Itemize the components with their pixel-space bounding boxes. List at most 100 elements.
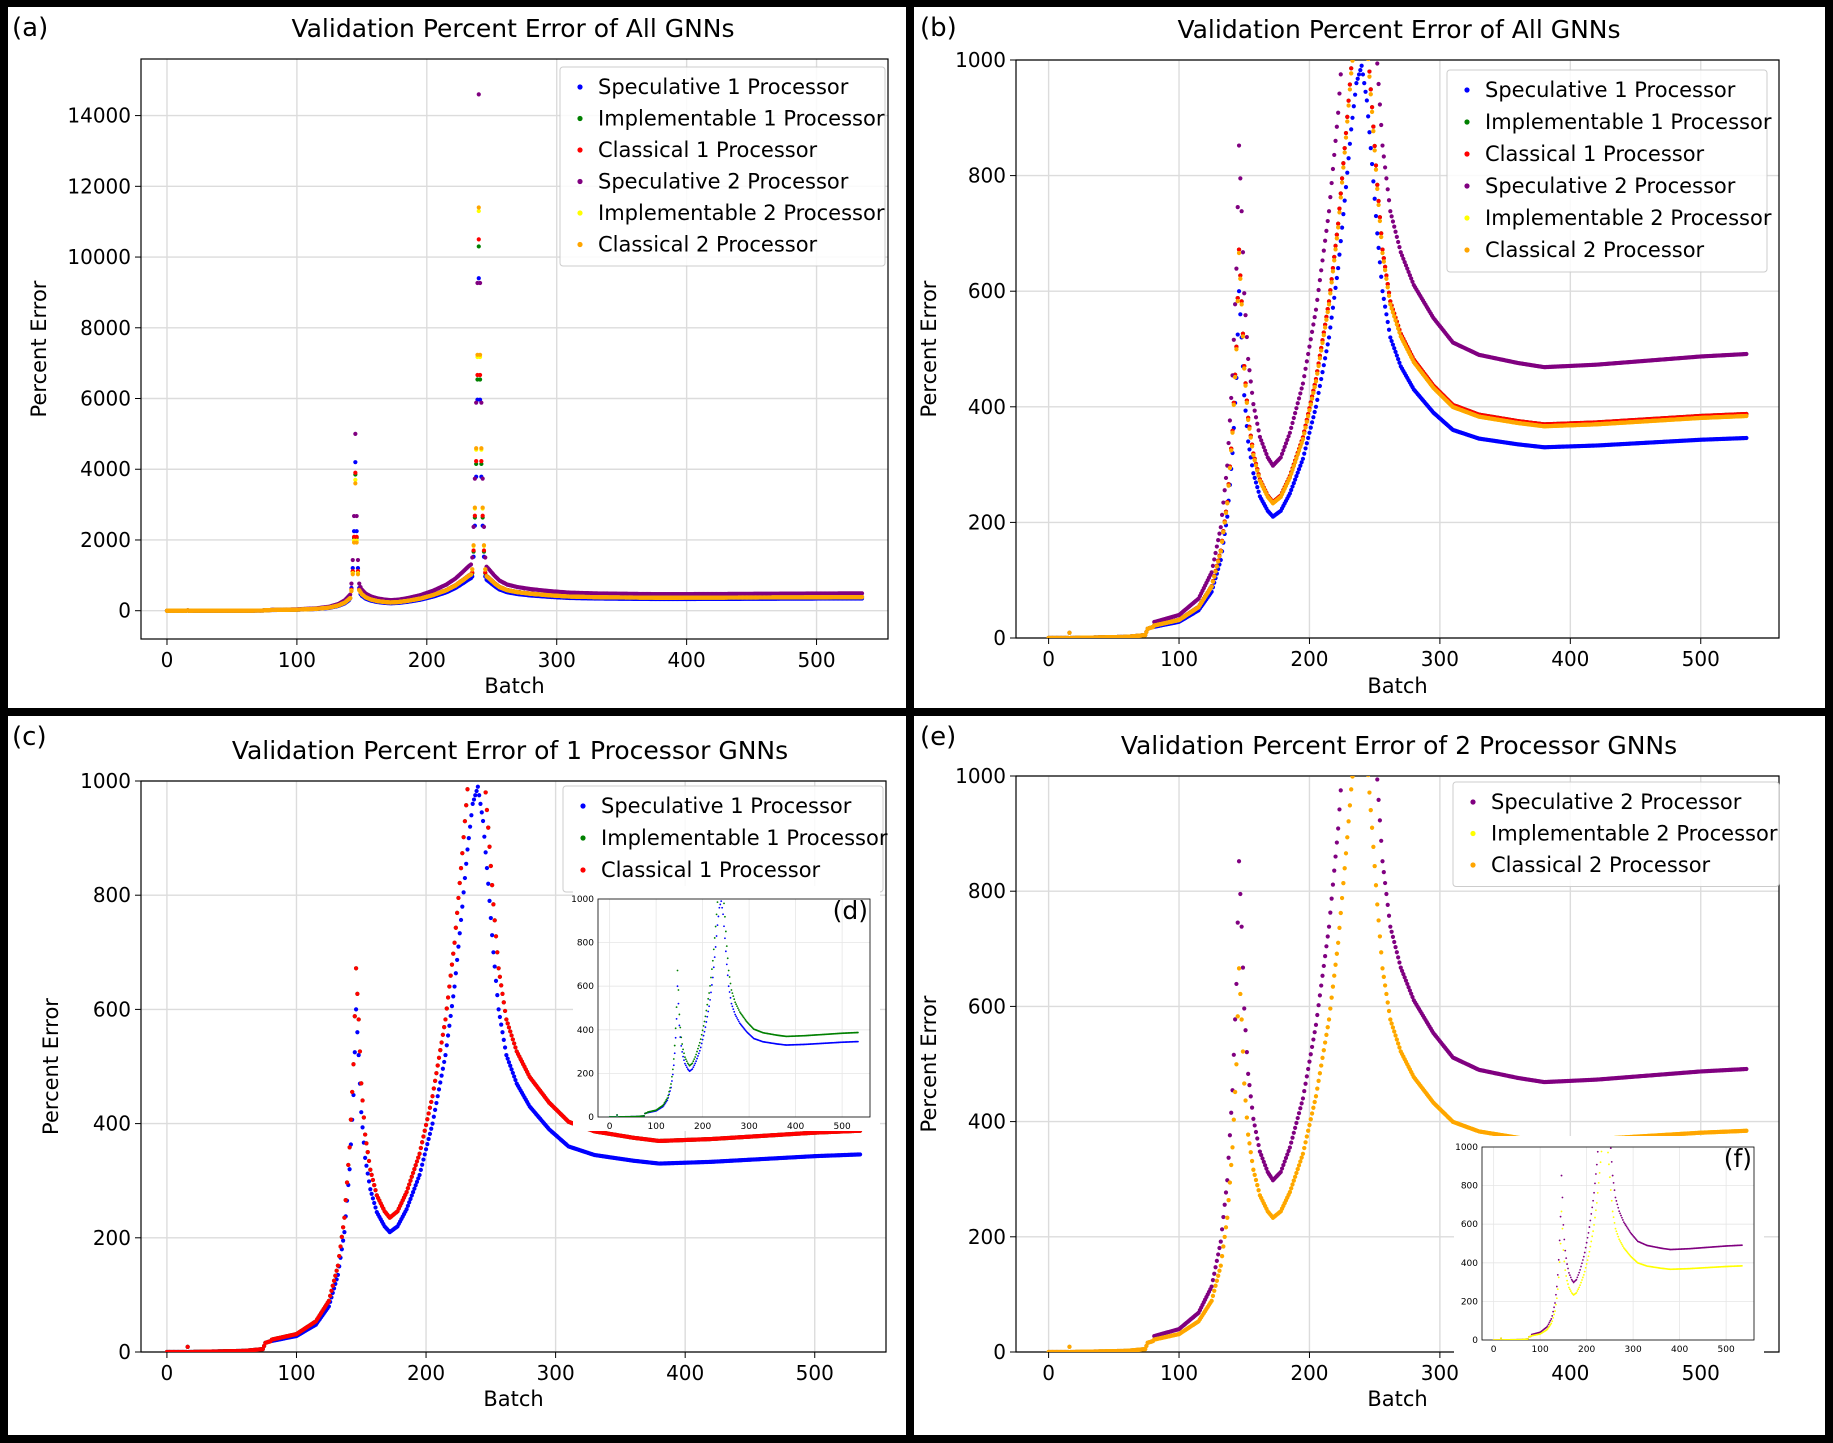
series-impl1-a [164,244,865,613]
data-point [355,566,361,571]
data-point [471,543,476,548]
data-point [354,513,359,519]
data-point [1299,460,1304,465]
data-point [1339,225,1345,230]
data-point [1336,221,1341,226]
data-point [476,92,481,97]
data-point [1372,143,1377,149]
data-point [859,591,865,596]
data-point [355,572,361,577]
data-point [1295,470,1300,475]
data-point [470,567,475,572]
axes-frame-a [140,58,889,640]
data-point [1287,491,1292,496]
data-point [1345,170,1350,175]
data-point [1326,299,1332,304]
data-point [1312,409,1317,415]
data-point [1369,161,1375,167]
legend-label-impl2: Implementable 2 Processor [598,201,885,225]
data-point [1347,141,1352,146]
data-point [1293,477,1298,482]
data-point [1328,288,1333,293]
data-point [479,400,484,405]
data-point [348,592,353,597]
data-point [355,557,361,563]
legend-marker-class2 [577,241,583,248]
series-class2-a [164,205,865,613]
data-point [1329,277,1334,282]
x-tick-label: 500 [797,648,835,672]
legend-marker-spec1 [577,84,583,90]
y-tick-label: 200 [968,510,1006,534]
data-point [1386,327,1392,332]
data-point [1343,185,1349,190]
data-point [859,595,865,600]
data-point [1375,231,1380,236]
y-tick-label: 800 [968,164,1006,188]
data-point [1350,115,1355,120]
data-point [1377,260,1382,265]
data-point [1337,252,1342,257]
data-point [349,589,354,594]
data-point [468,562,474,567]
data-point [1744,435,1749,441]
data-point [1256,489,1261,494]
chart-a: 0 100 200 300 400 500020004000600080001000012… [27,14,889,698]
legend-marker-spec2 [577,178,583,185]
data-point [1359,63,1364,68]
y-tick-label: 12000 [67,174,131,198]
data-point [1350,53,1354,57]
data-point [1341,161,1346,166]
data-point [1366,52,1370,56]
data-point [1356,10,1360,14]
data-point [1289,487,1294,493]
data-point [1336,265,1341,271]
data-point [353,477,358,482]
y-axis-label-a: Percent Error [27,280,51,417]
data-point [1392,346,1397,351]
y-tick-label: 0 [118,599,131,623]
data-point [1306,435,1311,441]
data-point [477,377,483,382]
data-point [1324,349,1329,354]
legend-label-spec2: Speculative 2 Processor [598,170,849,194]
data-point [1290,484,1295,489]
legend-marker-class1 [577,147,583,153]
data-point [350,557,355,563]
data-point [1225,514,1230,519]
data-point [474,400,479,405]
data-point [1317,383,1322,389]
data-point [1321,363,1326,368]
data-point [1323,356,1328,361]
data-point [1371,179,1376,184]
data-point [1357,7,1361,9]
data-point [477,352,483,357]
x-tick-label: 100 [278,648,316,672]
data-point [1353,92,1358,97]
data-point [1373,213,1379,219]
data-point [348,596,353,601]
series-spec1-a [164,276,865,613]
data-point [1311,415,1316,420]
data-point [1342,198,1347,203]
chart-title-b: Validation Percent Error of All GNNs [1177,15,1620,44]
data-point [1364,98,1369,103]
legend-label-class2: Classical 2 Processor [598,233,818,257]
data-point [1307,430,1312,435]
data-point [1349,127,1354,132]
data-point [1339,176,1345,181]
data-point [1361,7,1365,9]
x-axis-label-a: Batch [484,674,544,698]
data-point [1346,156,1351,161]
data-point [1243,408,1248,413]
y-tick-label: 1000 [955,48,1006,72]
data-point [1320,370,1325,375]
data-point [477,372,483,378]
data-point [1313,404,1319,409]
x-tick-label: 0 [1042,647,1055,671]
legend-label-class1: Classical 1 Processor [598,138,818,162]
data-point [477,280,483,286]
data-point [1296,467,1302,472]
data-point [1371,124,1376,129]
data-point [1355,76,1360,81]
